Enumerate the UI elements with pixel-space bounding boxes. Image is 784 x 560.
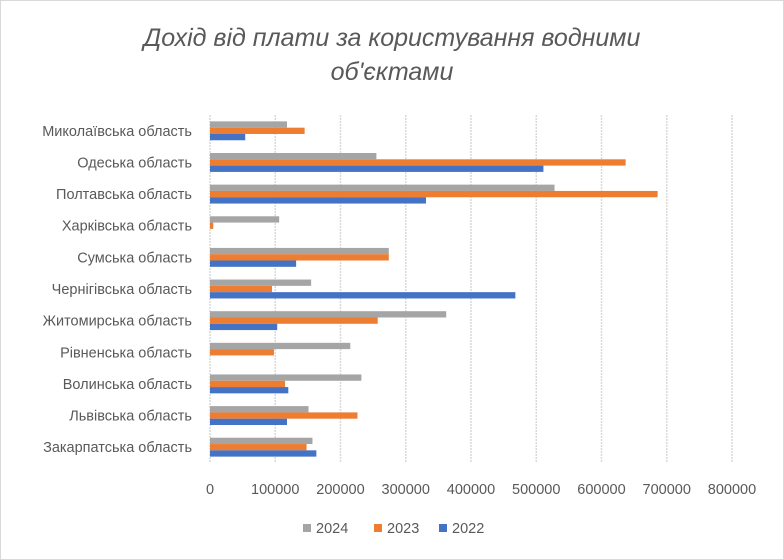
category-label: Львівська область [69, 409, 192, 425]
bar-2022 [210, 165, 544, 172]
bar-2022 [210, 133, 246, 141]
x-tick-label: 100000 [251, 482, 299, 498]
bar-2023 [210, 349, 274, 356]
bar-2023 [210, 285, 272, 293]
bar-2022 [210, 197, 426, 204]
bar-2023 [210, 190, 658, 198]
x-tick-label: 200000 [316, 482, 364, 498]
bar-2023 [210, 254, 389, 261]
category-label: Миколаївська область [42, 124, 192, 140]
x-tick-label: 400000 [447, 482, 495, 498]
x-tick-label: 300000 [382, 482, 430, 498]
bar-2024 [210, 342, 351, 350]
category-label: Рівненська область [60, 345, 192, 361]
bar-2023 [210, 127, 305, 134]
bar-2023 [210, 444, 307, 451]
bar-2024 [210, 247, 389, 255]
x-tick-label: 800000 [708, 482, 756, 498]
category-label: Житомирська область [43, 314, 192, 330]
bar-2024 [210, 184, 555, 191]
category-label: Сумська область [77, 250, 192, 266]
x-tick-label: 600000 [577, 482, 625, 498]
category-label: Одеська область [77, 155, 192, 171]
bar-2022 [210, 450, 317, 457]
bar-2024 [210, 121, 287, 128]
legend-label-2023: 2023 [387, 521, 419, 537]
bar-2023 [210, 159, 626, 166]
category-label: Волинська область [63, 377, 192, 393]
x-tick-label: 500000 [512, 482, 560, 498]
legend-swatch-2024 [303, 524, 311, 532]
legend-label-2024: 2024 [316, 521, 348, 537]
category-label: Полтавська область [56, 187, 192, 203]
bar-2023 [210, 222, 214, 229]
bar-2024 [210, 374, 362, 381]
legend-swatch-2022 [439, 524, 447, 532]
legend-label-2022: 2022 [452, 521, 484, 537]
bar-2022 [210, 292, 516, 299]
bar-2022 [210, 418, 287, 425]
bar-2022 [210, 387, 289, 394]
bar-2022 [210, 323, 278, 331]
legend-swatch-2023 [374, 524, 382, 532]
category-label: Харківська область [62, 219, 192, 235]
x-tick-label: 700000 [643, 482, 691, 498]
category-label: Чернігівська область [52, 282, 192, 298]
bar-2024 [210, 437, 313, 445]
bar-2024 [210, 311, 447, 318]
bar-2023 [210, 380, 286, 388]
x-tick-label: 0 [206, 482, 214, 498]
bar-2023 [210, 412, 358, 419]
category-label: Закарпатська область [43, 440, 192, 456]
chart-title-line-1: Дохід від плати за користування водними [141, 24, 641, 52]
bar-2024 [210, 279, 312, 286]
bar-2024 [210, 406, 309, 413]
bar-2023 [210, 317, 378, 324]
bar-2024 [210, 216, 280, 223]
bar-2024 [210, 153, 377, 160]
chart-title-line-2: об'єктами [331, 58, 454, 86]
bar-2022 [210, 260, 297, 267]
